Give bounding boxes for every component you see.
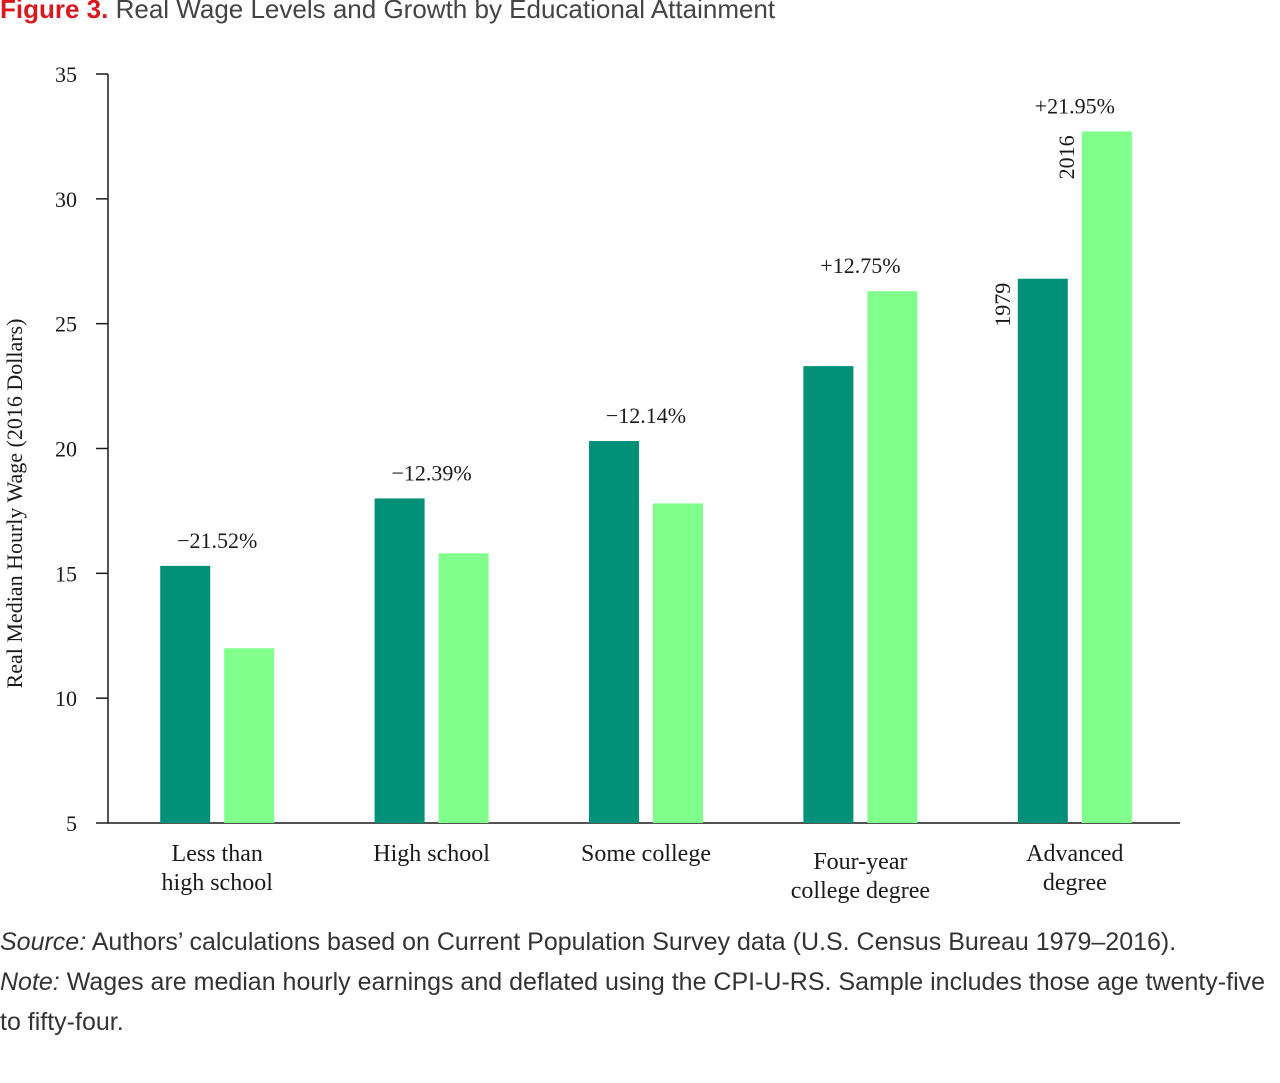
change-label: −12.39%: [391, 460, 471, 485]
series-label-2016: 2016: [1054, 135, 1079, 179]
source-note: Source: Authors’ calculations based on C…: [0, 922, 1280, 962]
y-tick-label: 10: [55, 686, 77, 711]
y-tick-label: 15: [55, 561, 77, 586]
bar-1979: [803, 366, 854, 823]
category-label: high school: [162, 870, 274, 896]
note-text: Wages are median hourly earnings and def…: [0, 968, 1266, 1036]
change-label: −12.14%: [606, 403, 686, 428]
change-label: −21.52%: [177, 528, 257, 553]
bar-2016: [653, 503, 703, 823]
bar-1979: [589, 441, 639, 823]
category-label: Advanced: [1026, 841, 1123, 867]
figure-title: Figure 3. Real Wage Levels and Growth by…: [0, 0, 775, 25]
bar-chart: 5 10 15 20 25 30 35 Real Median Hourly Wage (20…: [2, 62, 1180, 904]
y-tick-label: 25: [55, 312, 77, 337]
y-tick-label: 30: [55, 187, 77, 212]
category-label: Some college: [581, 841, 711, 867]
bar-2016: [1081, 131, 1132, 823]
series-label-1979: 1979: [990, 283, 1015, 327]
bar-2016: [867, 291, 918, 823]
category-label: Less than: [172, 841, 263, 867]
category-label: college degree: [791, 878, 930, 904]
bar-1979: [1017, 278, 1068, 823]
y-tick-label: 20: [55, 437, 77, 462]
bar-2016: [224, 648, 275, 823]
category-label: Four-year: [813, 849, 907, 875]
figure-title-text: Real Wage Levels and Growth by Education…: [115, 0, 776, 24]
bar-2016: [438, 553, 489, 823]
method-note: Note: Wages are median hourly earnings a…: [0, 962, 1280, 1042]
y-tick-label: 35: [55, 62, 77, 87]
bar-1979: [160, 565, 211, 823]
category-label: High school: [373, 841, 490, 867]
chart-notes: Source: Authors’ calculations based on C…: [0, 922, 1280, 1042]
bar-1979: [374, 498, 425, 823]
category-label: degree: [1043, 870, 1107, 896]
source-text: Authors’ calculations based on Current P…: [86, 928, 1177, 956]
note-label: Note:: [0, 968, 60, 996]
change-label: +12.75%: [820, 253, 900, 278]
figure-number: Figure 3.: [0, 0, 109, 24]
y-tick-label: 5: [66, 811, 77, 836]
change-label: +21.95%: [1035, 93, 1115, 118]
source-label: Source:: [0, 928, 87, 956]
y-axis-title: Real Median Hourly Wage (2016 Dollars): [2, 319, 27, 689]
